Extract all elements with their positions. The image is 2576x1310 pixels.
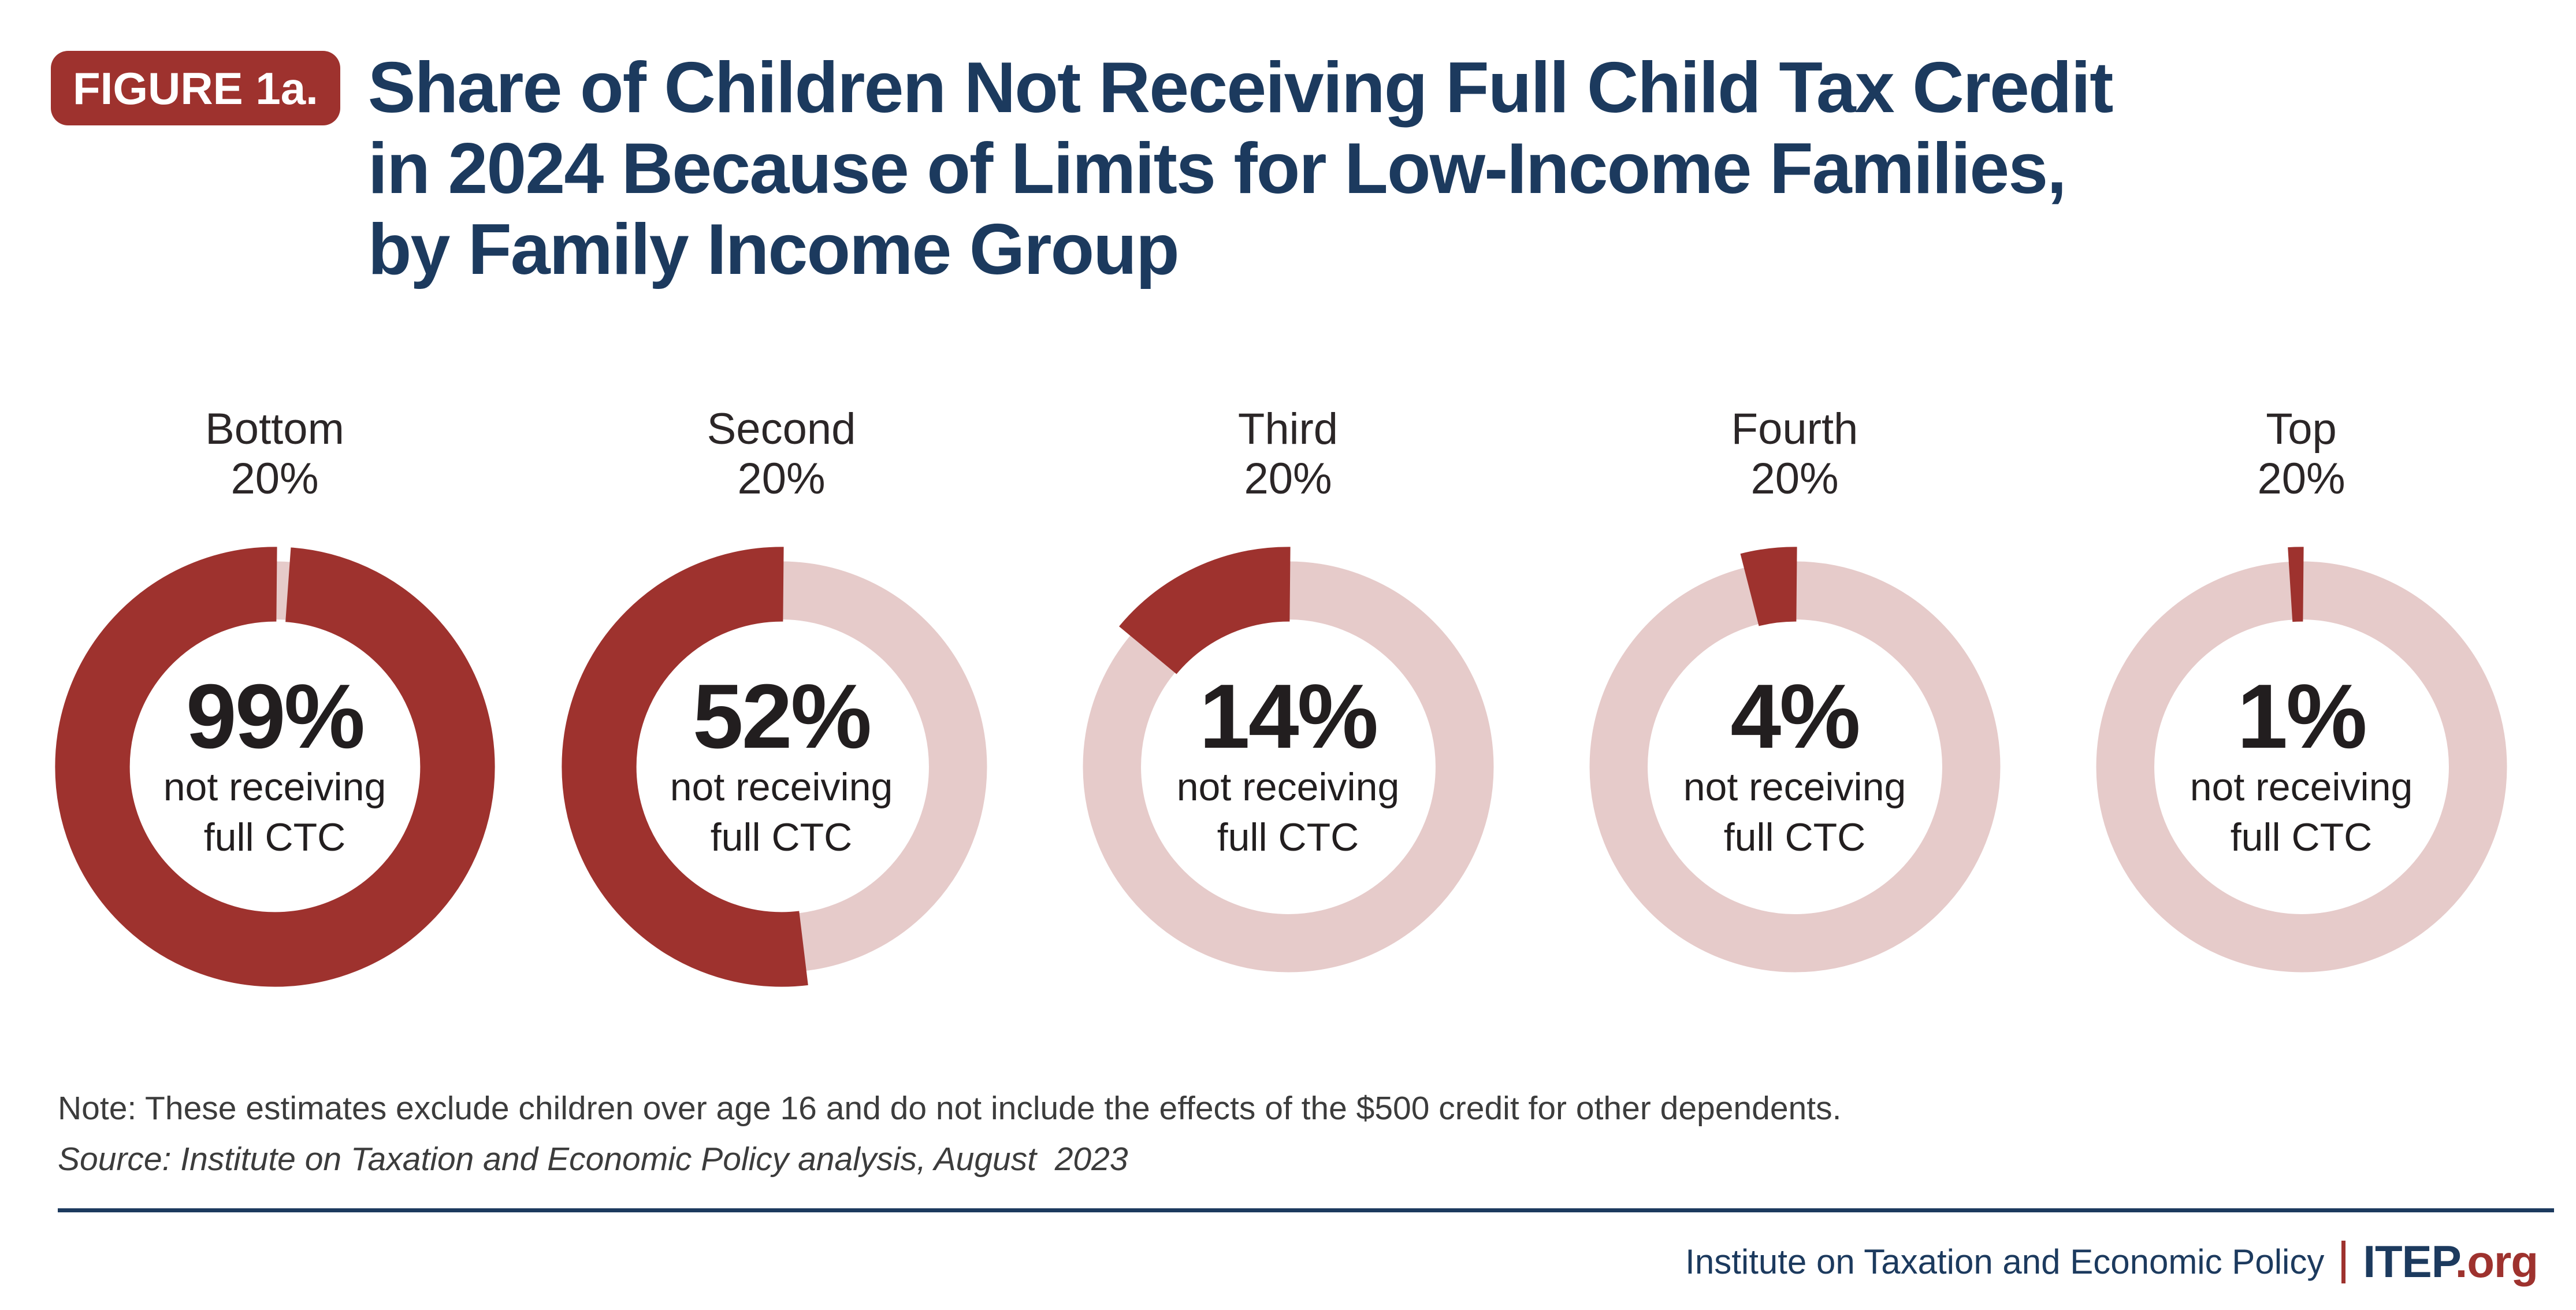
income-group-label: Bottom 20% <box>25 404 524 504</box>
donut-value-label: 14% <box>1199 666 1378 768</box>
income-group-label-line1: Fourth <box>1731 404 1858 454</box>
donut-center-text: 99% not receiving full CTC <box>47 539 503 995</box>
footer-divider-line <box>58 1208 2554 1213</box>
donut-chart-svg <box>1068 547 1508 987</box>
donut-cell-third-20: Third 20% 14% not receiving full CTC <box>1039 404 1537 995</box>
donut-cell-top-20: Top 20% 1% not receiving full CTC <box>2052 404 2551 995</box>
donut-caption-line1: not receiving <box>1683 765 1906 810</box>
income-group-label-line1: Bottom <box>205 404 344 454</box>
donut-value-label: 1% <box>2237 666 2367 768</box>
donut-cell-bottom-20: Bottom 20% 99% not receiving full CTC <box>25 404 524 995</box>
donut-caption-line2: full CTC <box>1723 815 1866 860</box>
donut-caption-line2: full CTC <box>710 815 853 860</box>
donut-caption-line1: not receiving <box>670 765 893 810</box>
income-group-label-line2: 20% <box>737 454 826 504</box>
income-group-label-line1: Third <box>1237 404 1339 454</box>
donut-value-label: 4% <box>1730 666 1860 768</box>
donut-chart: 14% not receiving full CTC <box>1060 539 1516 995</box>
note-text: Note: These estimates exclude children o… <box>58 1090 1842 1127</box>
donut-value-arc <box>2081 547 2522 987</box>
donut-chart-svg <box>1574 547 2015 987</box>
footer-brand-name: ITEP <box>2363 1236 2455 1287</box>
donut-chart: 52% not receiving full CTC <box>553 539 1010 995</box>
donut-value-arc <box>1068 547 1508 987</box>
donut-value-arc <box>1574 547 2015 987</box>
income-group-label-line2: 20% <box>2257 454 2345 504</box>
income-group-label: Third 20% <box>1039 404 1537 504</box>
donut-value-label: 99% <box>185 666 365 768</box>
donut-cell-fourth-20: Fourth 20% 4% not receiving full CTC <box>1545 404 2044 995</box>
page-title: Share of Children Not Receiving Full Chi… <box>367 47 2114 290</box>
donut-value-label: 52% <box>692 666 872 768</box>
donut-cell-second-20: Second 20% 52% not receiving full CTC <box>532 404 1031 995</box>
donut-charts-row: Bottom 20% 99% not receiving full CTC Se… <box>0 404 2576 995</box>
donut-center-text: 1% not receiving full CTC <box>2073 539 2530 995</box>
footer-separator-bar <box>2341 1240 2346 1283</box>
donut-value-arc <box>561 547 1002 987</box>
donut-caption-line1: not receiving <box>163 765 386 810</box>
income-group-label: Fourth 20% <box>1545 404 2044 504</box>
footer-brand: ITEP.org <box>2363 1235 2538 1288</box>
income-group-label-line2: 20% <box>1244 454 1332 504</box>
footer-org-name: Institute on Taxation and Economic Polic… <box>1685 1242 2325 1282</box>
income-group-label-line2: 20% <box>1750 454 1839 504</box>
page-title-line1: Share of Children Not Receiving Full Chi… <box>367 48 2114 128</box>
source-text: Source: Institute on Taxation and Econom… <box>58 1141 1128 1178</box>
donut-chart: 4% not receiving full CTC <box>1567 539 2023 995</box>
income-group-label: Top 20% <box>2052 404 2551 504</box>
header: FIGURE 1a. Share of Children Not Receivi… <box>0 0 2576 290</box>
donut-caption-line2: full CTC <box>203 815 346 860</box>
footer: Institute on Taxation and Economic Polic… <box>0 1212 2576 1288</box>
page-title-line3: by Family Income Group <box>367 210 1180 290</box>
donut-caption-line1: not receiving <box>2190 765 2413 810</box>
page-title-line2: in 2024 Because of Limits for Low-Income… <box>367 129 2067 209</box>
income-group-label-line2: 20% <box>231 454 319 504</box>
donut-chart-svg <box>2081 547 2522 987</box>
donut-center-text: 4% not receiving full CTC <box>1567 539 2023 995</box>
income-group-label-line1: Second <box>707 404 856 454</box>
donut-chart-svg <box>561 547 1002 987</box>
donut-chart: 1% not receiving full CTC <box>2073 539 2530 995</box>
notes-section: Note: These estimates exclude children o… <box>0 1089 2576 1178</box>
figure-badge: FIGURE 1a. <box>51 51 340 125</box>
income-group-label-line1: Top <box>2266 404 2337 454</box>
donut-caption-line2: full CTC <box>2230 815 2373 860</box>
donut-caption-line2: full CTC <box>1217 815 1359 860</box>
donut-chart-svg <box>54 547 495 987</box>
donut-center-text: 14% not receiving full CTC <box>1060 539 1516 995</box>
footer-brand-tld: .org <box>2455 1236 2538 1287</box>
donut-caption-line1: not receiving <box>1176 765 1400 810</box>
donut-chart: 99% not receiving full CTC <box>47 539 503 995</box>
donut-value-arc <box>54 547 495 987</box>
donut-center-text: 52% not receiving full CTC <box>553 539 1010 995</box>
income-group-label: Second 20% <box>532 404 1031 504</box>
